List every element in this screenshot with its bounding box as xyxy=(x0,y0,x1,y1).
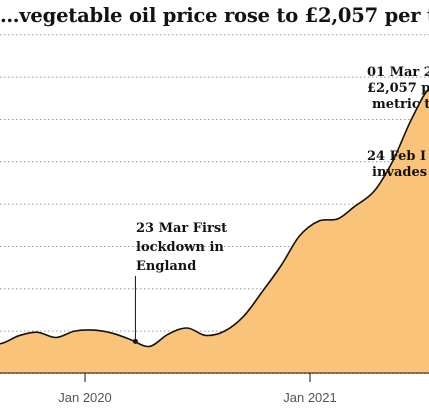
price-line xyxy=(0,87,429,348)
annotation-invasion-line-1: 24 Feb I xyxy=(367,149,426,164)
chart-title: …vegetable oil price rose to £2,057 per … xyxy=(0,4,429,27)
annotation-lockdown-line-2: lockdown in xyxy=(136,240,224,255)
annotation-lockdown-line-1: 23 Mar First xyxy=(136,221,227,236)
annotation-invasion-line-2: invades xyxy=(372,165,427,180)
x-axis: Jan 2020 Jan 2021 xyxy=(58,373,337,405)
annotation-peak-line-3: metric t xyxy=(372,97,429,112)
annotation-peak-line-1: 01 Mar 2 xyxy=(367,65,429,80)
x-tick-label-jan-2020: Jan 2020 xyxy=(58,390,112,405)
annotation-lockdown-line-3: England xyxy=(136,259,196,274)
annotation-peak: 01 Mar 2 £2,057 p metric t xyxy=(367,65,429,112)
annotation-peak-line-2: £2,057 p xyxy=(367,81,429,96)
annotation-lockdown-marker xyxy=(132,338,138,344)
price-area xyxy=(0,88,429,373)
annotation-lockdown: 23 Mar First lockdown in England xyxy=(132,221,227,344)
x-tick-label-jan-2021: Jan 2021 xyxy=(283,390,337,405)
annotation-invasion: 24 Feb I invades xyxy=(367,149,427,180)
